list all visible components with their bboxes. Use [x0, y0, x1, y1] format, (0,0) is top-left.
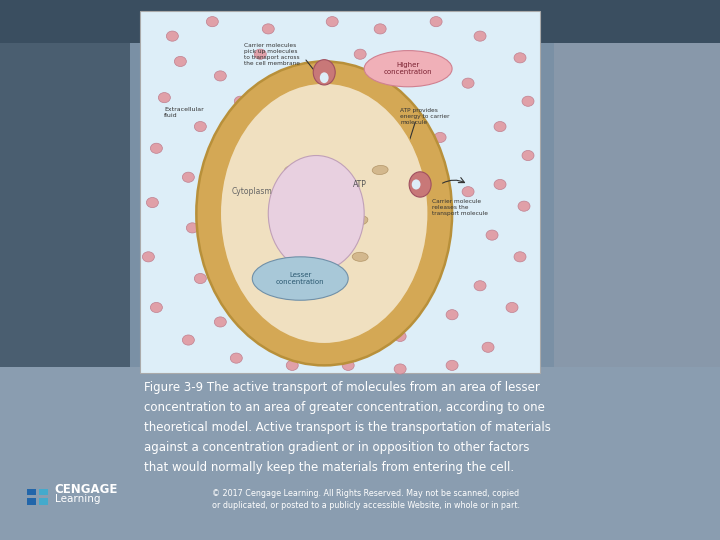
Ellipse shape — [486, 230, 498, 240]
Ellipse shape — [234, 96, 246, 106]
Ellipse shape — [374, 24, 386, 34]
Ellipse shape — [522, 151, 534, 160]
Text: CENGAGE: CENGAGE — [55, 483, 118, 496]
Ellipse shape — [482, 342, 494, 352]
Ellipse shape — [215, 317, 226, 327]
Ellipse shape — [158, 92, 171, 103]
Ellipse shape — [434, 132, 446, 143]
Ellipse shape — [197, 62, 452, 366]
Ellipse shape — [166, 31, 179, 41]
Ellipse shape — [354, 49, 366, 59]
Ellipse shape — [314, 78, 326, 88]
Text: Higher
concentration: Higher concentration — [384, 62, 433, 76]
Ellipse shape — [474, 281, 486, 291]
Bar — [0, 367, 720, 540]
Ellipse shape — [446, 309, 458, 320]
Ellipse shape — [182, 335, 194, 345]
Bar — [39, 489, 48, 495]
Ellipse shape — [326, 17, 338, 26]
Text: Cytoplasm: Cytoplasm — [232, 187, 273, 196]
Ellipse shape — [292, 194, 308, 204]
Ellipse shape — [394, 332, 406, 341]
Ellipse shape — [518, 201, 530, 211]
Text: Lesser
concentration: Lesser concentration — [276, 272, 325, 285]
Ellipse shape — [143, 252, 154, 262]
Ellipse shape — [430, 17, 442, 26]
Text: Carrier molecule
releases the
transport molecule: Carrier molecule releases the transport … — [432, 199, 488, 215]
Ellipse shape — [352, 252, 368, 261]
Ellipse shape — [207, 17, 218, 26]
Ellipse shape — [313, 59, 336, 85]
Text: Learning: Learning — [55, 495, 100, 504]
Text: ATP: ATP — [354, 180, 367, 189]
Ellipse shape — [414, 60, 426, 70]
Ellipse shape — [352, 216, 368, 225]
Ellipse shape — [514, 252, 526, 262]
Ellipse shape — [215, 71, 226, 81]
Ellipse shape — [474, 31, 486, 41]
Ellipse shape — [182, 172, 194, 183]
Ellipse shape — [301, 245, 316, 254]
Ellipse shape — [342, 360, 354, 370]
Ellipse shape — [409, 172, 431, 197]
Ellipse shape — [494, 179, 506, 190]
Ellipse shape — [194, 122, 207, 132]
Ellipse shape — [364, 51, 452, 87]
Bar — [27, 489, 36, 495]
Ellipse shape — [194, 273, 207, 284]
Bar — [130, 0, 554, 540]
Text: Extracellular
fluid: Extracellular fluid — [164, 106, 204, 118]
Ellipse shape — [320, 72, 328, 83]
Ellipse shape — [514, 53, 526, 63]
Ellipse shape — [287, 360, 298, 370]
Ellipse shape — [262, 24, 274, 34]
Text: © 2017 Cengage Learning. All Rights Reserved. May not be scanned, copied
or dupl: © 2017 Cengage Learning. All Rights Rese… — [212, 489, 521, 510]
Bar — [140, 11, 540, 373]
Ellipse shape — [412, 179, 420, 190]
Ellipse shape — [186, 223, 198, 233]
Ellipse shape — [462, 78, 474, 88]
Ellipse shape — [220, 83, 428, 343]
Ellipse shape — [150, 302, 163, 313]
Ellipse shape — [150, 143, 163, 153]
Ellipse shape — [446, 360, 458, 370]
Ellipse shape — [506, 302, 518, 313]
Ellipse shape — [334, 339, 346, 349]
Ellipse shape — [284, 165, 300, 174]
Ellipse shape — [341, 180, 356, 189]
Ellipse shape — [494, 122, 506, 132]
Bar — [39, 498, 48, 505]
Bar — [0, 0, 130, 540]
Ellipse shape — [394, 364, 406, 374]
Ellipse shape — [522, 96, 534, 106]
Ellipse shape — [252, 257, 348, 300]
Ellipse shape — [324, 231, 340, 240]
Ellipse shape — [174, 56, 186, 66]
Ellipse shape — [462, 187, 474, 197]
Bar — [554, 0, 720, 540]
Bar — [27, 498, 36, 505]
Text: ATP provides
energy to carrier
molecule: ATP provides energy to carrier molecule — [400, 109, 449, 125]
Ellipse shape — [274, 339, 287, 349]
Ellipse shape — [230, 353, 243, 363]
Ellipse shape — [269, 156, 364, 271]
Text: Figure 3-9 The active transport of molecules from an area of lesser
concentratio: Figure 3-9 The active transport of molec… — [144, 381, 551, 474]
Text: Carrier molecules
pick up molecules
to transport across
the cell membrane: Carrier molecules pick up molecules to t… — [244, 43, 300, 66]
Bar — [0, 0, 720, 43]
Ellipse shape — [146, 198, 158, 207]
Ellipse shape — [254, 49, 266, 59]
Ellipse shape — [372, 165, 388, 175]
